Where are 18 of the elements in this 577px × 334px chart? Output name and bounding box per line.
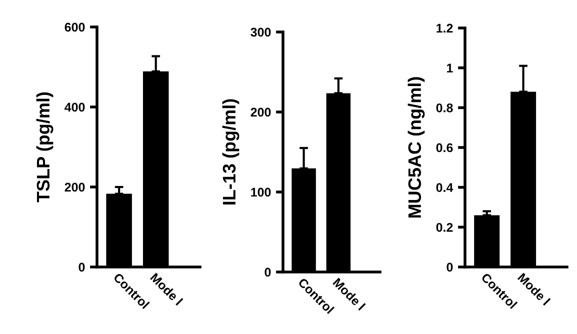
y-axis-title: TSLP (pg/ml) bbox=[36, 92, 54, 202]
y-tick-label: 400 bbox=[64, 102, 85, 112]
y-axis-title: IL-13 (pg/ml) bbox=[222, 99, 240, 204]
y-tick-label: 600 bbox=[64, 22, 85, 32]
y-tick-label: 0.6 bbox=[436, 143, 453, 152]
y-tick-label: 0.8 bbox=[436, 103, 453, 112]
y-tick-label: 1 bbox=[447, 64, 453, 72]
y-axis-title: MUC5AC (ng/ml) bbox=[408, 77, 425, 218]
y-tick-label: 200 bbox=[250, 108, 271, 117]
y-tick-label: 0 bbox=[446, 262, 453, 272]
y-tick-label: 300 bbox=[250, 28, 271, 37]
y-tick-label: 0.4 bbox=[436, 183, 454, 192]
y-tick-label: 0 bbox=[264, 268, 271, 277]
y-tick-label: 200 bbox=[64, 182, 85, 192]
y-tick-label: 1.2 bbox=[436, 24, 453, 33]
y-tick-label: 0 bbox=[78, 262, 85, 272]
y-tick-label: 100 bbox=[251, 188, 271, 197]
y-tick-label: 0.2 bbox=[436, 222, 453, 232]
